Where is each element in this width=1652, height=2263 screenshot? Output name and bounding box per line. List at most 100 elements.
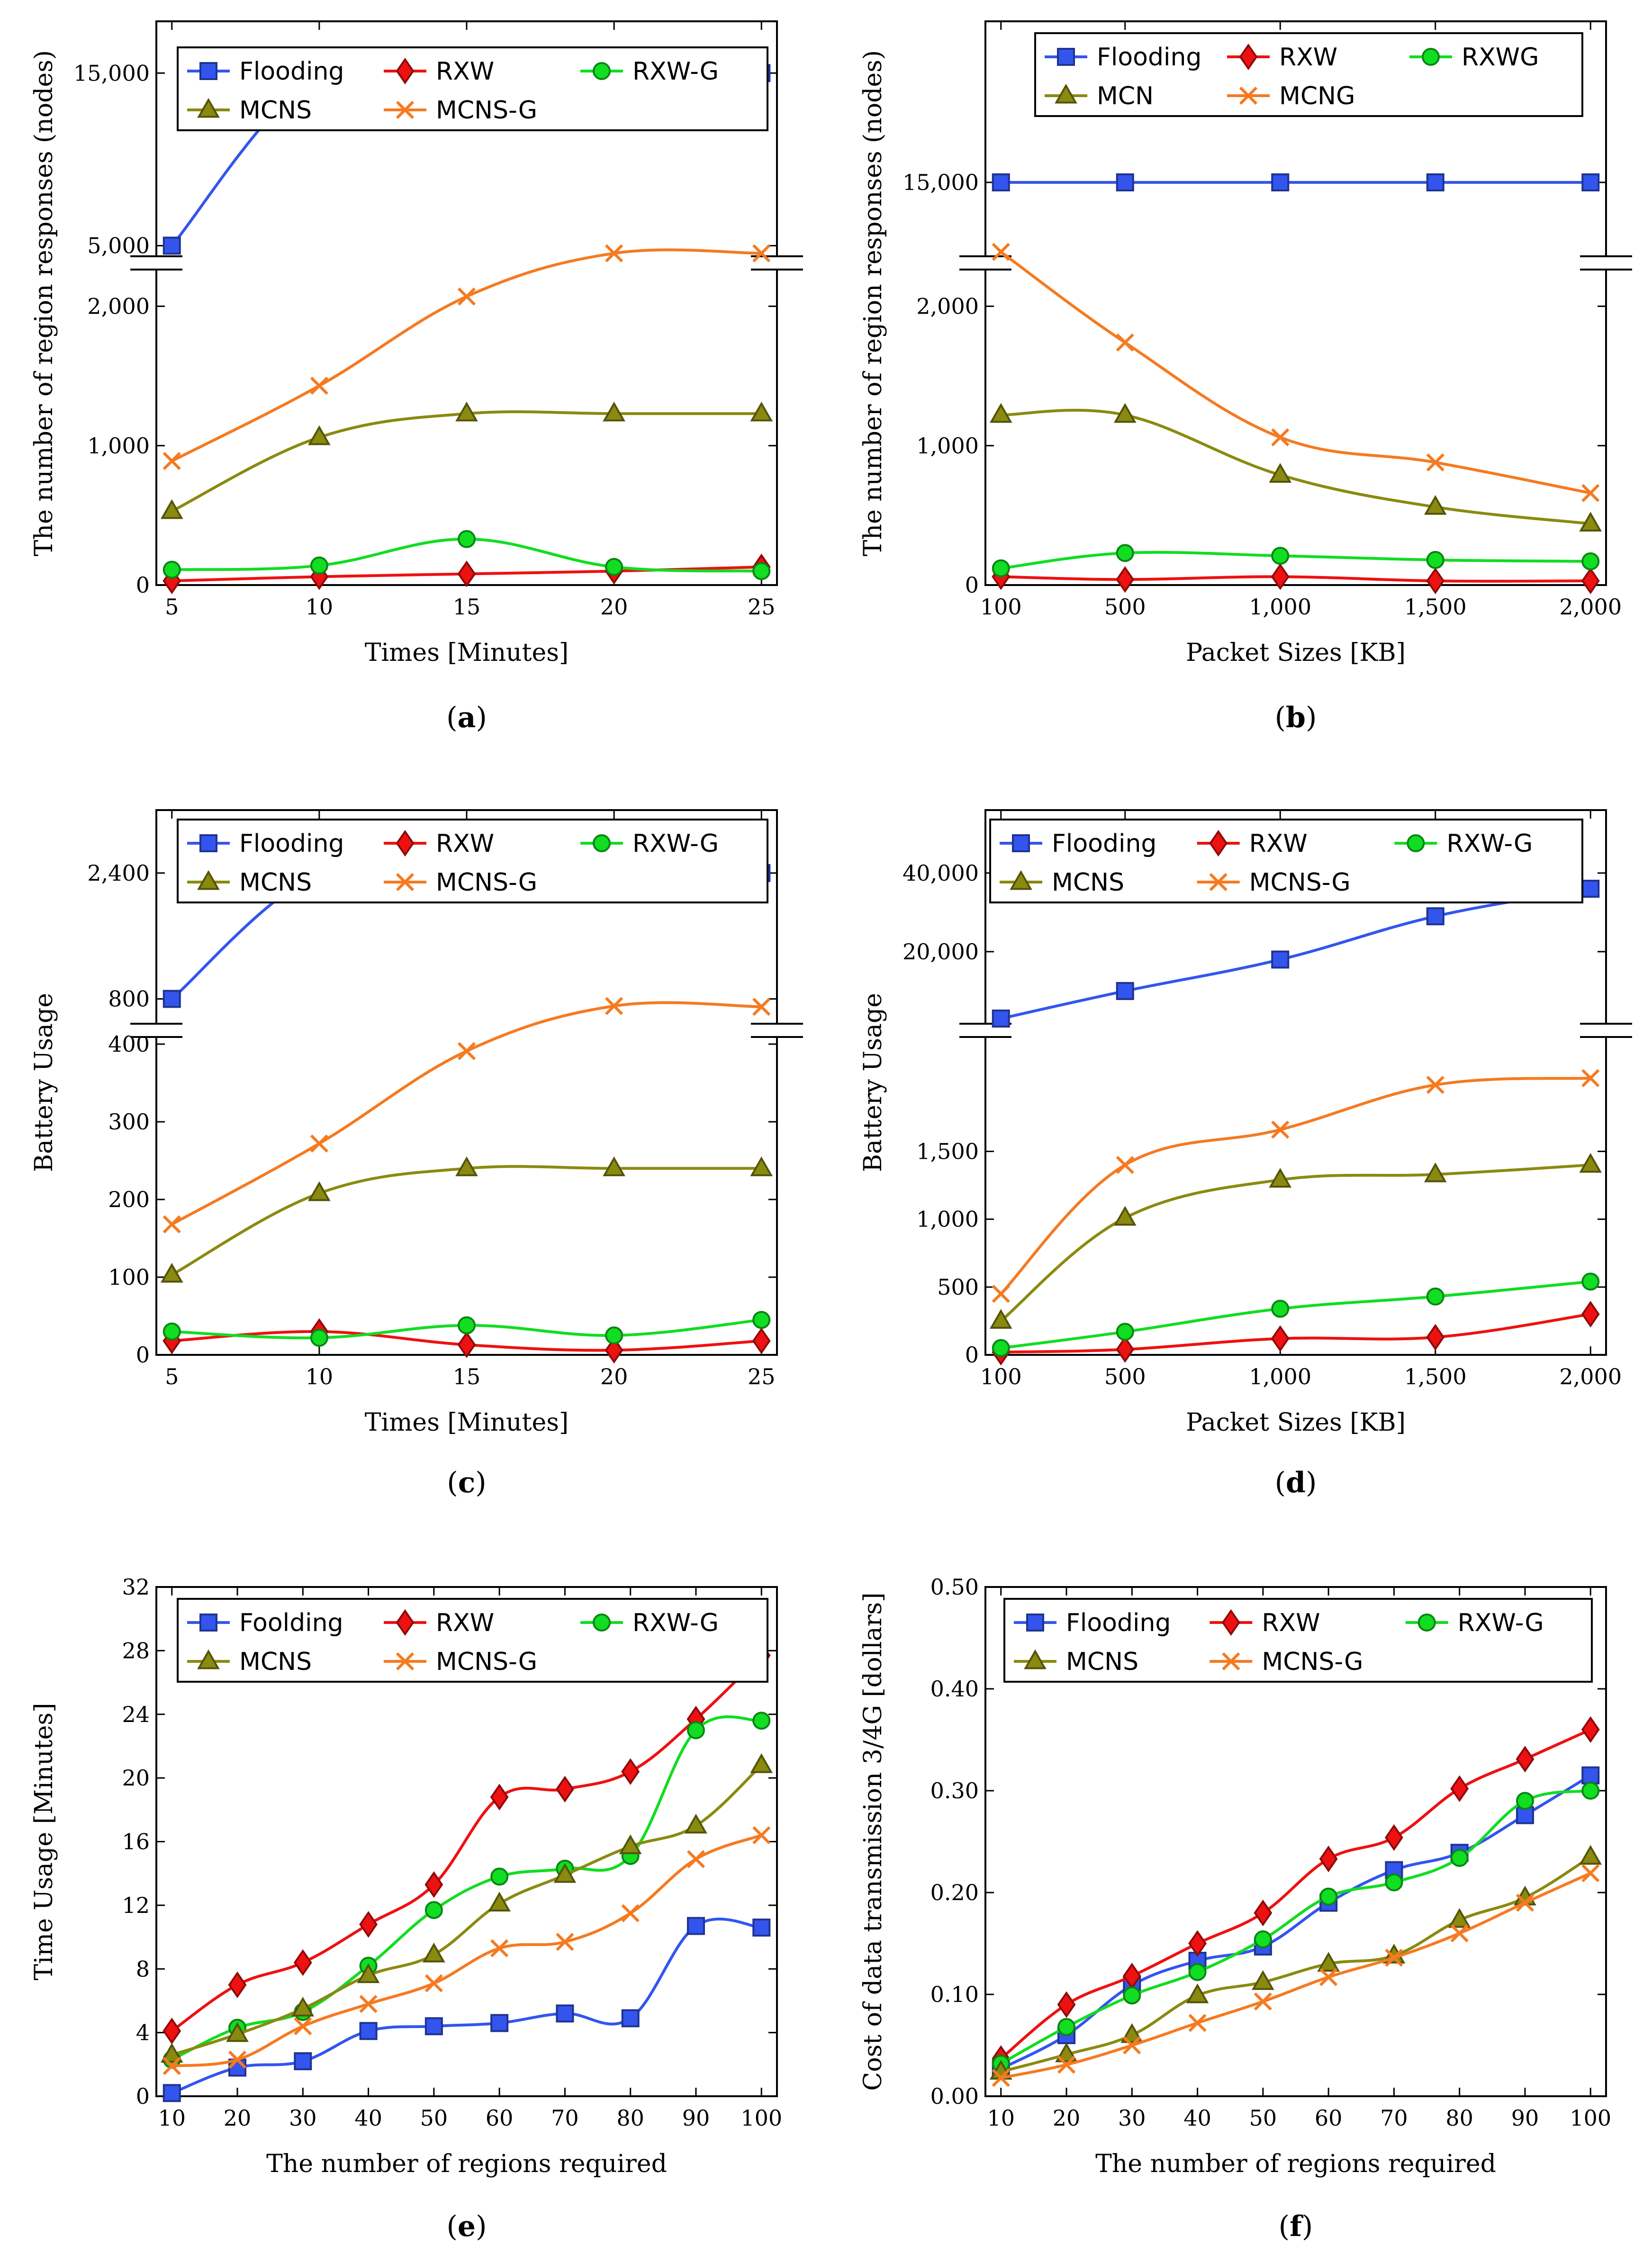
y-axis-label: Battery Usage — [859, 993, 887, 1172]
x-tick-label: 500 — [1104, 594, 1146, 620]
data-point-marker — [750, 401, 773, 422]
data-point-marker — [310, 1328, 328, 1347]
y-axis-label: The number of region responses (nodes) — [859, 50, 887, 556]
cross-stroke — [396, 873, 415, 892]
x-tick-label: 20 — [224, 2105, 252, 2131]
cross-stroke — [162, 2057, 181, 2075]
legend-box — [177, 46, 768, 131]
data-point-marker — [1579, 1153, 1602, 1173]
legend: Flooding RXW RXW-G MCNS MCNS-G — [177, 819, 768, 903]
caption-paren: ( — [1275, 701, 1286, 734]
legend-marker — [1222, 1652, 1240, 1671]
cross-stroke — [396, 1652, 415, 1671]
series-line — [171, 1001, 762, 1226]
data-point-marker — [490, 1939, 509, 1957]
data-point-marker — [1581, 880, 1600, 898]
data-point-marker — [752, 1712, 771, 1730]
y-tick-label: 2,000 — [916, 294, 979, 319]
cross-stroke — [1057, 2056, 1076, 2074]
data-point-marker — [308, 1181, 331, 1201]
caption-paren: ( — [446, 701, 457, 734]
data-point-marker — [1516, 1893, 1535, 1912]
legend-label: RXW-G — [632, 1609, 719, 1637]
series-line — [1000, 1856, 1591, 2074]
data-point-marker — [1271, 547, 1290, 565]
data-point-marker — [686, 1721, 705, 1740]
data-point-marker — [1123, 2036, 1141, 2055]
y-tick-label: 300 — [108, 1109, 150, 1135]
legend-label: MCNG — [1279, 82, 1355, 110]
x-tick-label: 100 — [1570, 2105, 1611, 2131]
data-point-marker — [1581, 484, 1600, 502]
legend-label: MCNS — [1066, 1648, 1138, 1676]
cross-stroke — [992, 243, 1010, 261]
caption-letter: e — [458, 2210, 476, 2243]
caption-paren: ( — [1279, 2210, 1290, 2243]
data-point-marker — [160, 1262, 183, 1283]
data-point-marker — [455, 401, 478, 422]
data-point-marker — [359, 1995, 378, 2013]
data-point-marker — [310, 563, 329, 590]
caption-paren: ) — [476, 2210, 487, 2243]
data-point-marker — [1581, 1782, 1600, 1800]
x-axis-label: Times [Minutes] — [365, 1408, 569, 1437]
y-tick-label: 28 — [122, 1638, 150, 1663]
data-point-marker — [310, 1134, 328, 1153]
data-point-marker — [457, 1042, 476, 1060]
data-point-marker — [160, 2043, 183, 2063]
y-tick-label: 15,000 — [903, 170, 979, 195]
x-tick-label: 10 — [158, 2105, 186, 2131]
data-point-marker — [455, 1156, 478, 1176]
legend-label: MCNS-G — [436, 868, 537, 897]
data-point-marker — [310, 377, 328, 395]
data-point-marker — [488, 1892, 511, 1911]
axis-break-gap — [130, 1024, 182, 1037]
x-tick-label: 30 — [289, 2105, 317, 2131]
x-tick-label: 25 — [748, 1364, 776, 1389]
x-tick-label: 60 — [1315, 2105, 1343, 2131]
x-tick-label: 80 — [1445, 2105, 1473, 2131]
series-line — [1000, 1163, 1591, 1322]
axis-break-gap — [1580, 256, 1632, 270]
data-point-marker — [490, 1867, 509, 1886]
chart-panel-f: 0.00 0.10 0.20 0.30 0.40 0.50 10 20 30 40 50 60 70 80… — [859, 1574, 1611, 2243]
data-point-marker — [1120, 2023, 1144, 2043]
data-point-marker — [1426, 551, 1444, 569]
data-point-marker — [619, 1834, 642, 1855]
legend-label: MCNS-G — [1249, 868, 1351, 897]
legend-marker — [1209, 829, 1228, 857]
data-point-marker — [308, 425, 331, 445]
legend-marker — [1221, 1609, 1240, 1636]
data-point-marker — [1254, 1992, 1272, 2011]
legend-label: RXW — [1279, 43, 1337, 72]
series-mcnsg — [992, 1864, 1600, 2087]
series-mcnsg — [162, 244, 771, 470]
y-tick-label: 8 — [136, 1956, 150, 1982]
data-point-marker — [1269, 463, 1292, 483]
legend-marker — [1055, 83, 1077, 104]
cross-stroke — [605, 997, 623, 1015]
x-tick-label: 90 — [682, 2105, 710, 2131]
panel-caption: (a) — [446, 701, 487, 734]
series-line — [1001, 1872, 1591, 2080]
series-mcns — [160, 1156, 773, 1283]
y-tick-label: 0.50 — [930, 1574, 979, 1600]
plot-frame — [984, 1586, 1607, 2097]
cross-stroke — [1222, 1652, 1240, 1671]
data-point-marker — [490, 1784, 509, 1811]
x-tick-label: 60 — [486, 2105, 514, 2131]
y-tick-label: 500 — [937, 1274, 979, 1300]
data-point-marker — [1424, 495, 1447, 515]
data-point-marker — [1116, 1323, 1134, 1341]
cross-stroke — [1254, 1992, 1272, 2011]
data-point-marker — [1516, 1746, 1535, 1773]
y-tick-label: 0.00 — [930, 2083, 979, 2109]
x-tick-label: 100 — [980, 594, 1022, 620]
data-point-marker — [1581, 1766, 1600, 1785]
data-point-marker — [162, 1322, 181, 1341]
legend-marker — [1024, 1649, 1047, 1669]
y-tick-label: 20,000 — [903, 939, 979, 965]
data-point-marker — [1057, 2018, 1076, 2036]
data-point-marker — [423, 1942, 445, 1963]
